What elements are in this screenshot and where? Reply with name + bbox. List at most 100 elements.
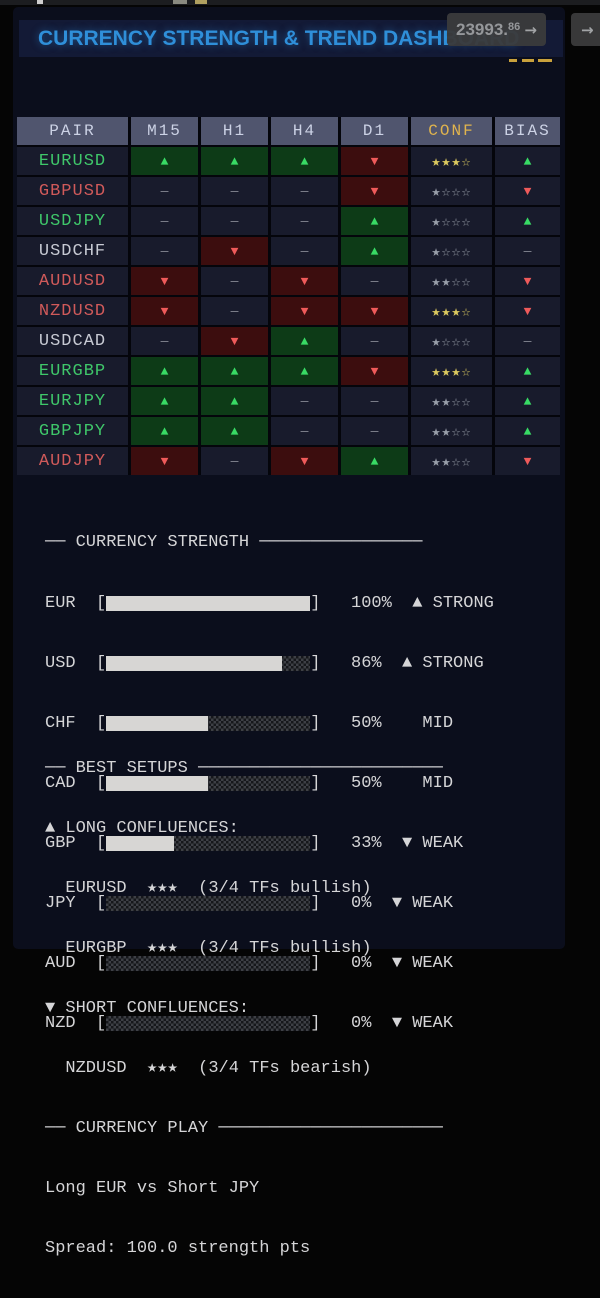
scroll-to-latest-button[interactable]: →	[571, 13, 600, 46]
pair-cell: USDJPY	[17, 207, 128, 235]
conf-cell: ★☆☆☆	[411, 207, 492, 235]
pair-cell: AUDUSD	[17, 267, 128, 295]
currency-strength-heading: ── CURRENCY STRENGTH ────────────────	[45, 533, 423, 552]
strength-row-value: ] 86% ▲ STRONG	[310, 653, 484, 673]
pair-cell: EURUSD	[17, 147, 128, 175]
tf-cell: ▼	[201, 327, 268, 355]
strength-bar-fill	[106, 655, 282, 671]
bias-cell: ▲	[495, 387, 560, 415]
strength-row: CHF [ ] 50% MID	[45, 712, 494, 734]
column-header-pair: PAIR	[17, 117, 128, 145]
strength-row-value: ] 33% ▼ WEAK	[310, 833, 464, 853]
tf-cell: ▼	[131, 447, 198, 475]
bias-cell: —	[495, 327, 560, 355]
column-header-bias: BIAS	[495, 117, 560, 145]
strength-row-label: EUR [	[45, 593, 107, 613]
pair-cell: AUDJPY	[17, 447, 128, 475]
pair-cell: EURJPY	[17, 387, 128, 415]
tf-cell: —	[271, 417, 338, 445]
conf-cell: ★★★☆	[411, 297, 492, 325]
strength-row-label: AUD [	[45, 953, 107, 973]
tf-cell: ▲	[131, 357, 198, 385]
bias-cell: ▼	[495, 177, 560, 205]
tf-cell: ▼	[341, 297, 408, 325]
tf-cell: ▼	[341, 147, 408, 175]
tf-cell: ▼	[271, 447, 338, 475]
price-decimals: 86	[508, 21, 521, 33]
tf-cell: ▲	[201, 147, 268, 175]
conf-cell: ★☆☆☆	[411, 237, 492, 265]
strength-row: EUR [ ] 100% ▲ STRONG	[45, 592, 494, 614]
strength-bar	[106, 595, 311, 611]
pair-cell: GBPJPY	[17, 417, 128, 445]
tf-cell: ▲	[201, 387, 268, 415]
tf-cell: ▼	[341, 357, 408, 385]
tf-cell: —	[131, 327, 198, 355]
strength-row-label: CHF [	[45, 713, 107, 733]
trend-table: PAIR M15 H1 H4 D1 CONF BIAS EURUSD ▲ ▲ ▲…	[17, 117, 560, 475]
strength-row-value: ] 0% ▼ WEAK	[310, 953, 454, 973]
conf-cell: ★★☆☆	[411, 387, 492, 415]
tf-cell: —	[201, 297, 268, 325]
setup-line: EURGBP ★★★ (3/4 TFs bullish)	[45, 939, 372, 958]
best-setups-section: ── BEST SETUPS ──────────────────────── …	[45, 720, 443, 1298]
strength-row: USD [ ] 86% ▲ STRONG	[45, 652, 494, 674]
strength-row: GBP [ ] 33% ▼ WEAK	[45, 832, 494, 854]
tf-cell: —	[201, 177, 268, 205]
top-toolbar-strip	[0, 0, 600, 5]
setup-line: ▲ LONG CONFLUENCES:	[45, 819, 239, 838]
obscured-text-fragment	[509, 59, 517, 62]
tf-cell: ▼	[271, 267, 338, 295]
price-label-badge[interactable]: 23993. 86 →	[447, 13, 546, 46]
tf-cell: —	[131, 237, 198, 265]
tf-cell: —	[271, 207, 338, 235]
strength-bar-fill	[106, 715, 209, 731]
conf-cell: ★☆☆☆	[411, 327, 492, 355]
bias-cell: ▲	[495, 417, 560, 445]
strength-row: CAD [ ] 50% MID	[45, 772, 494, 794]
toolbar-icon-fragment	[37, 0, 43, 4]
tf-cell: —	[271, 387, 338, 415]
setup-line: ▼ SHORT CONFLUENCES:	[45, 999, 250, 1018]
strength-row: JPY [ ] 0% ▼ WEAK	[45, 892, 494, 914]
strength-bar	[106, 775, 311, 791]
bias-cell: ▲	[495, 207, 560, 235]
tf-cell: —	[341, 387, 408, 415]
strength-row-value: ] 50% MID	[310, 713, 454, 733]
toolbar-icon-fragment	[173, 0, 187, 4]
column-header-h4: H4	[271, 117, 338, 145]
tf-cell: —	[131, 207, 198, 235]
strength-bar-fill	[106, 775, 209, 791]
strength-row-value: ] 50% MID	[310, 773, 454, 793]
strength-row-value: ] 0% ▼ WEAK	[310, 893, 454, 913]
page-title: CURRENCY STRENGTH & TREND DASHBOARD	[38, 27, 520, 50]
tf-cell: ▲	[131, 147, 198, 175]
tf-cell: —	[201, 207, 268, 235]
tf-cell: ▲	[201, 357, 268, 385]
tf-cell: ▲	[341, 207, 408, 235]
play-line: Spread: 100.0 strength pts	[45, 1239, 311, 1258]
conf-cell: ★★★☆	[411, 357, 492, 385]
strength-row-label: USD [	[45, 653, 107, 673]
bias-cell: ▼	[495, 447, 560, 475]
tf-cell: —	[341, 417, 408, 445]
strength-row-label: JPY [	[45, 893, 107, 913]
obscured-text-fragment	[522, 59, 534, 62]
tf-cell: ▲	[341, 447, 408, 475]
pair-cell: USDCAD	[17, 327, 128, 355]
tf-cell: ▲	[271, 327, 338, 355]
conf-cell: ★★☆☆	[411, 447, 492, 475]
tf-cell: ▼	[201, 237, 268, 265]
strength-bar	[106, 835, 311, 851]
strength-row-value: ] 100% ▲ STRONG	[310, 593, 494, 613]
tf-cell: —	[201, 447, 268, 475]
bias-cell: ▲	[495, 357, 560, 385]
setup-line: EURUSD ★★★ (3/4 TFs bullish)	[45, 879, 372, 898]
bias-cell: ▲	[495, 147, 560, 175]
currency-play-heading: ── CURRENCY PLAY ──────────────────────	[45, 1119, 443, 1138]
tf-cell: ▲	[201, 417, 268, 445]
right-arrow-icon: →	[581, 20, 594, 39]
strength-bar-fill	[106, 835, 174, 851]
tf-cell: —	[201, 267, 268, 295]
trading-workspace: { "top_chrome": { "price_badge": { "int"…	[0, 0, 600, 1258]
